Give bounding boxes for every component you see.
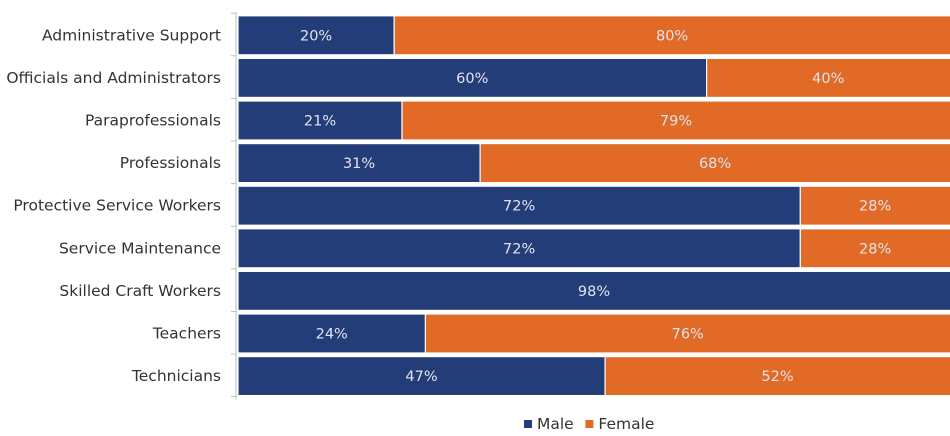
legend-swatch-male <box>524 420 532 428</box>
data-label-female: 52% <box>761 369 793 385</box>
category-label: Skilled Craft Workers <box>59 282 221 300</box>
data-label-female: 28% <box>859 241 891 257</box>
bar-segment-male <box>237 270 950 311</box>
data-label-male: 24% <box>316 327 348 343</box>
bar-segment-female <box>401 100 950 141</box>
data-label-female: 79% <box>660 114 692 130</box>
data-label-male: 21% <box>304 114 336 130</box>
data-label-female: 68% <box>699 156 731 172</box>
bar-segment-female <box>799 228 950 269</box>
bar-segment-female <box>424 313 950 354</box>
bar-segment-male <box>237 185 801 226</box>
legend-label-female: Female <box>598 415 654 433</box>
data-label-female: 40% <box>812 71 844 87</box>
bar-segment-female <box>393 15 950 56</box>
data-label-male: 72% <box>503 199 535 215</box>
data-label-male: 31% <box>343 156 375 172</box>
legend-label-male: Male <box>537 415 574 433</box>
bar-segment-female <box>479 143 950 184</box>
category-label: Teachers <box>152 325 221 343</box>
category-label: Administrative Support <box>42 26 221 44</box>
bar-segment-male <box>237 15 395 56</box>
data-label-female: 76% <box>672 327 704 343</box>
category-label: Protective Service Workers <box>13 197 221 215</box>
category-label: Paraprofessionals <box>85 112 221 130</box>
category-label: Officials and Administrators <box>6 69 221 87</box>
bar-segment-female <box>705 57 950 99</box>
bar-segment-male <box>237 143 481 184</box>
data-label-male: 20% <box>300 28 332 44</box>
data-label-female: 80% <box>656 28 688 44</box>
data-label-male: 98% <box>578 284 610 300</box>
data-label-female: 28% <box>859 199 891 215</box>
data-label-male: 72% <box>503 241 535 257</box>
bar-segment-male <box>237 100 403 141</box>
legend-swatch-female <box>585 420 594 428</box>
category-label: Technicians <box>131 367 221 385</box>
data-label-male: 60% <box>456 71 488 87</box>
bar-segment-female <box>799 185 950 226</box>
category-label: Service Maintenance <box>59 239 221 257</box>
category-label: Professionals <box>120 154 221 172</box>
data-label-male: 47% <box>405 369 437 385</box>
bar-segment-female <box>604 356 950 397</box>
bar-segment-male <box>237 313 427 354</box>
